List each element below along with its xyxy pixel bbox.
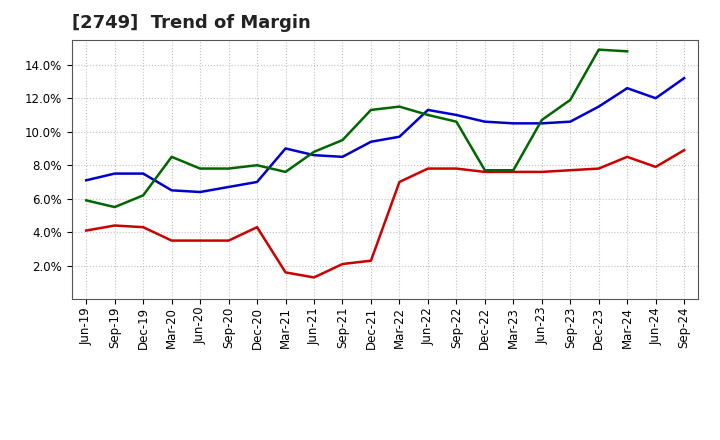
Net Income bbox=[537, 169, 546, 175]
Net Income bbox=[509, 169, 518, 175]
Operating Cashflow bbox=[225, 166, 233, 171]
Net Income bbox=[282, 270, 290, 275]
Ordinary Income bbox=[225, 184, 233, 190]
Ordinary Income bbox=[395, 134, 404, 139]
Net Income bbox=[595, 166, 603, 171]
Net Income bbox=[423, 166, 432, 171]
Ordinary Income bbox=[82, 178, 91, 183]
Operating Cashflow bbox=[623, 49, 631, 54]
Operating Cashflow bbox=[282, 169, 290, 175]
Ordinary Income bbox=[167, 188, 176, 193]
Net Income bbox=[452, 166, 461, 171]
Ordinary Income bbox=[537, 121, 546, 126]
Operating Cashflow bbox=[82, 198, 91, 203]
Operating Cashflow bbox=[366, 107, 375, 113]
Ordinary Income bbox=[310, 153, 318, 158]
Ordinary Income bbox=[366, 139, 375, 144]
Net Income bbox=[366, 258, 375, 263]
Ordinary Income bbox=[566, 119, 575, 125]
Net Income bbox=[566, 168, 575, 173]
Line: Ordinary Income: Ordinary Income bbox=[86, 78, 684, 192]
Net Income bbox=[167, 238, 176, 243]
Net Income bbox=[139, 224, 148, 230]
Net Income bbox=[480, 169, 489, 175]
Operating Cashflow bbox=[480, 168, 489, 173]
Ordinary Income bbox=[282, 146, 290, 151]
Operating Cashflow bbox=[310, 149, 318, 154]
Net Income bbox=[395, 180, 404, 185]
Operating Cashflow bbox=[595, 47, 603, 52]
Ordinary Income bbox=[680, 76, 688, 81]
Operating Cashflow bbox=[452, 119, 461, 125]
Net Income bbox=[225, 238, 233, 243]
Net Income bbox=[310, 275, 318, 280]
Ordinary Income bbox=[110, 171, 119, 176]
Operating Cashflow bbox=[395, 104, 404, 109]
Ordinary Income bbox=[480, 119, 489, 125]
Ordinary Income bbox=[423, 107, 432, 113]
Ordinary Income bbox=[595, 104, 603, 109]
Net Income bbox=[110, 223, 119, 228]
Ordinary Income bbox=[196, 189, 204, 194]
Operating Cashflow bbox=[110, 205, 119, 210]
Operating Cashflow bbox=[253, 162, 261, 168]
Line: Net Income: Net Income bbox=[86, 150, 684, 278]
Ordinary Income bbox=[253, 180, 261, 185]
Net Income bbox=[338, 261, 347, 267]
Operating Cashflow bbox=[196, 166, 204, 171]
Ordinary Income bbox=[452, 112, 461, 117]
Operating Cashflow bbox=[139, 193, 148, 198]
Ordinary Income bbox=[338, 154, 347, 159]
Operating Cashflow bbox=[167, 154, 176, 159]
Ordinary Income bbox=[509, 121, 518, 126]
Net Income bbox=[680, 147, 688, 153]
Operating Cashflow bbox=[566, 97, 575, 103]
Net Income bbox=[623, 154, 631, 159]
Net Income bbox=[253, 224, 261, 230]
Net Income bbox=[652, 164, 660, 169]
Line: Operating Cashflow: Operating Cashflow bbox=[86, 50, 627, 207]
Net Income bbox=[82, 228, 91, 233]
Operating Cashflow bbox=[537, 117, 546, 123]
Ordinary Income bbox=[623, 85, 631, 91]
Operating Cashflow bbox=[509, 168, 518, 173]
Operating Cashflow bbox=[423, 112, 432, 117]
Operating Cashflow bbox=[338, 137, 347, 143]
Text: [2749]  Trend of Margin: [2749] Trend of Margin bbox=[72, 15, 311, 33]
Ordinary Income bbox=[139, 171, 148, 176]
Net Income bbox=[196, 238, 204, 243]
Ordinary Income bbox=[652, 95, 660, 101]
